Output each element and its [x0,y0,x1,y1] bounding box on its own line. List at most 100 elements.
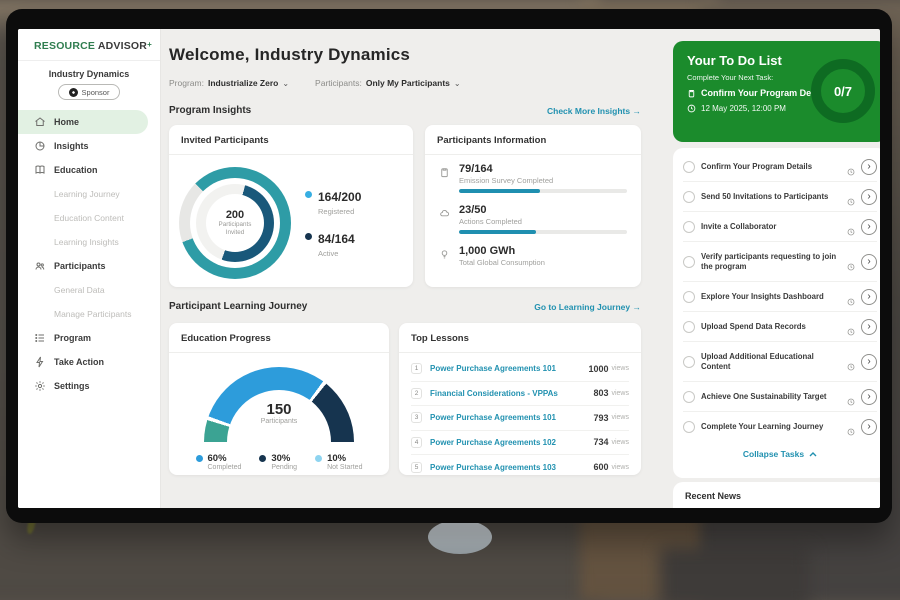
clock-icon [847,163,855,175]
sidebar-item-label: General Data [54,285,105,295]
brand-plus: + [147,40,152,49]
views-count: 793 [593,412,609,423]
views-suffix: views [611,463,629,471]
task-go-button[interactable]: › [861,253,877,270]
task-go-button[interactable]: › [861,388,877,405]
lesson-row: 3 Power Purchase Agreements 101 793 views [411,406,629,431]
lesson-link[interactable]: Power Purchase Agreements 101 [430,364,556,374]
sidebar-item-label: Take Action [54,357,105,367]
program-select[interactable]: Program: Industrialize Zero ⌄ [169,78,289,88]
task-checkbox[interactable] [683,421,695,433]
task-checkbox[interactable] [683,290,695,303]
clock-icon [847,323,855,335]
arrow-right-icon: → [632,105,642,116]
program-insights-header: Program Insights Check More Insights → [169,105,641,116]
sidebar-item-participants[interactable]: Participants [18,254,160,278]
next-task: Confirm Your Program Details [687,88,875,98]
participants-icon [34,260,46,272]
task-go-button[interactable]: › [861,318,877,335]
card-title: Invited Participants [169,125,413,155]
task-label: Upload Additional Educational Content [701,351,814,371]
consumption-row: 1,000 GWh Total Global Consumption [439,245,627,271]
task-go-button[interactable]: › [861,288,877,305]
gauge-center-value: 150 [266,401,292,418]
legend-dot [259,455,267,462]
clock-icon [847,293,855,305]
sidebar-item-settings[interactable]: Settings [18,374,160,398]
task-checkbox[interactable] [683,390,695,403]
views-count: 803 [593,388,609,399]
views-suffix: views [611,438,629,446]
sidebar-item-label: Manage Participants [54,309,132,319]
cloud-icon [439,204,451,234]
clipboard-icon [687,89,696,98]
sidebar-item-label: Home [54,117,80,127]
task-go-button[interactable]: › [861,188,877,205]
top-lessons-card: Top Lessons 1 Power Purchase Agreements … [399,323,641,475]
todo-subtitle: Complete Your Next Task: [687,73,774,82]
background-door [660,548,810,600]
sidebar-item-program[interactable]: Program [18,326,160,350]
participants-select[interactable]: Participants: Only My Participants ⌄ [315,78,461,88]
chevron-down-icon: ⌄ [282,79,290,88]
donut-center-label: Invited [225,229,245,236]
sidebar-item-education[interactable]: Education [18,158,160,182]
views-count: 600 [593,462,609,473]
sponsor-badge[interactable]: Sponsor [58,84,120,100]
sidebar-item-label: Learning Journey [54,189,120,199]
task-row: Upload Additional Educational Content › [683,342,877,382]
collapse-tasks-button[interactable]: Collapse Tasks [683,442,877,466]
metric-label: Emission Survey Completed [459,176,554,185]
insights-icon [34,140,46,152]
task-checkbox[interactable] [683,255,695,268]
views-count: 1000 [588,363,609,374]
clock-icon [847,193,855,205]
sidebar-item-education-content[interactable]: Education Content [18,206,160,230]
legend-dot [195,455,203,462]
task-go-button[interactable]: › [861,353,877,370]
sidebar-item-learning-journey[interactable]: Learning Journey [18,182,160,206]
clock-icon [847,393,855,405]
go-to-learning-journey-link[interactable]: Go to Learning Journey → [534,301,641,312]
lesson-link[interactable]: Power Purchase Agreements 102 [430,437,556,447]
task-row: Achieve One Sustainability Target › [683,382,877,412]
task-checkbox[interactable] [683,220,695,233]
next-task-label: Confirm Your Program Details [701,88,830,98]
task-checkbox[interactable] [683,320,695,333]
sidebar-item-general-data[interactable]: General Data [18,278,160,302]
lesson-link[interactable]: Power Purchase Agreements 103 [430,462,556,472]
rank-badge: 3 [411,412,422,424]
rank-badge: 2 [411,387,422,399]
program-select-value: Industrialize Zero [207,78,279,88]
education-progress-card: Education Progress 150 Participants [169,323,389,475]
todo-column: Your To Do List Complete Your Next Task:… [673,29,880,508]
task-checkbox[interactable] [683,190,695,203]
task-row: Send 50 Invitations to Participants › [683,182,877,212]
lesson-link[interactable]: Financial Considerations - VPPAs [430,388,558,398]
lesson-link[interactable]: Power Purchase Agreements 101 [430,413,556,423]
sidebar-item-home[interactable]: Home [18,110,148,134]
legend-item-completed: 60% Completed [195,453,241,471]
page-title: Welcome, Industry Dynamics [169,45,411,64]
todo-hero-card: Your To Do List Complete Your Next Task:… [673,41,880,142]
brand-logo[interactable]: RESOURCE ADVISOR+ [18,29,160,61]
legend-item-registered: 164/200 Registered [305,188,361,216]
monitor-bezel: RESOURCE ADVISOR+ Industry Dynamics Spon… [6,9,892,523]
views-suffix: views [611,365,629,373]
task-checkbox[interactable] [683,355,695,368]
sidebar-item-label: Program [54,333,92,343]
sidebar-item-take-action[interactable]: Take Action [18,350,160,374]
task-go-button[interactable]: › [861,419,877,435]
sidebar-item-insights[interactable]: Insights [18,134,160,158]
task-row: Complete Your Learning Journey › [683,412,877,442]
sidebar-item-learning-insights[interactable]: Learning Insights [18,230,160,254]
task-label: Confirm Your Program Details [701,161,813,171]
check-more-insights-link[interactable]: Check More Insights → [546,105,642,116]
sidebar-item-manage-participants[interactable]: Manage Participants [18,302,160,326]
lesson-row: 1 Power Purchase Agreements 101 1000 view… [411,357,629,382]
task-checkbox[interactable] [683,160,695,173]
task-go-button[interactable]: › [861,158,877,175]
chevron-down-icon: ⌄ [453,79,461,88]
task-go-button[interactable]: › [861,218,877,235]
